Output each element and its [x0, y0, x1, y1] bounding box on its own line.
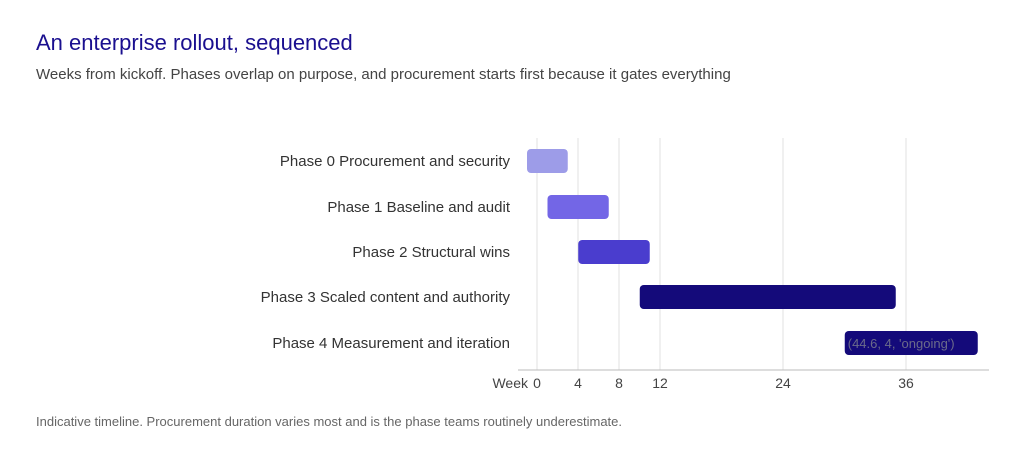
phase-bar-3 [639, 285, 896, 309]
x-tick-label-4: 4 [574, 375, 582, 391]
phase-label-1: Phase 1 Baseline and audit [327, 199, 510, 216]
chart-subtitle: Weeks from kickoff. Phases overlap on pu… [36, 66, 731, 83]
phase-bar-0 [527, 149, 568, 173]
x-tick-label-8: 8 [615, 375, 623, 391]
x-tick-label-12: 12 [652, 375, 668, 391]
grid-layer [536, 138, 907, 370]
label-layer: Phase 0 Procurement and security Phase 1 … [261, 153, 955, 352]
phase-label-4: Phase 4 Measurement and iteration [272, 335, 510, 352]
x-axis-label: Week [492, 375, 529, 391]
chart-footnote: Indicative timeline. Procurement duratio… [36, 414, 623, 429]
chart-title: An enterprise rollout, sequenced [36, 30, 353, 55]
x-tick-label-0: 0 [533, 375, 541, 391]
phase-label-0: Phase 0 Procurement and security [280, 153, 511, 170]
x-tick-label-24: 24 [775, 375, 791, 391]
phase-bar-1 [547, 195, 609, 219]
bar-layer [527, 149, 978, 355]
phase-label-3: Phase 3 Scaled content and authority [261, 289, 511, 306]
x-tick-label-36: 36 [898, 375, 914, 391]
phase-bar-4 [844, 331, 978, 355]
bar-annotation-0: (44.6, 4, 'ongoing') [848, 336, 955, 351]
axis-layer: Week 0 4 8 12 24 36 [492, 369, 989, 391]
phase-label-2: Phase 2 Structural wins [352, 244, 510, 261]
phase-bar-2 [578, 240, 650, 264]
